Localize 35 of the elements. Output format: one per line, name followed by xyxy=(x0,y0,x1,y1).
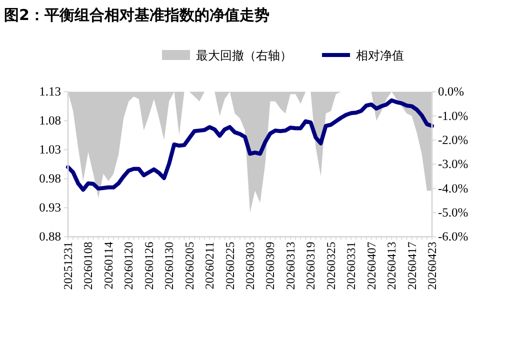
x-tick-label: 20260407 xyxy=(364,242,378,290)
x-tick-label: 20260120 xyxy=(122,242,136,290)
x-tick-label: 20251231 xyxy=(61,242,75,290)
y-tick-label: 0.88 xyxy=(39,230,61,244)
x-tick-label: 20260331 xyxy=(344,242,358,290)
x-tick-label: 20260114 xyxy=(101,242,116,290)
x-tick-label: 20260225 xyxy=(222,242,237,290)
x-tick-label: 20260309 xyxy=(263,242,278,290)
y2-tick-label: -1.0% xyxy=(438,108,468,123)
x-tick-label: 20260423 xyxy=(425,242,439,290)
x-tick-label: 20260126 xyxy=(142,242,156,290)
x-tick-label: 20260313 xyxy=(283,242,298,290)
y-tick-label: 0.98 xyxy=(39,172,61,186)
y-tick-label: 0.93 xyxy=(39,200,61,215)
y2-tick-label: -3.0% xyxy=(438,157,468,172)
y2-tick-label: 0.0% xyxy=(438,84,464,99)
y2-tick-label: -2.0% xyxy=(438,133,468,148)
legend-label: 相对净值 xyxy=(356,48,404,62)
x-tick-label: 20260108 xyxy=(81,242,96,290)
y-tick-label: 1.08 xyxy=(39,114,61,128)
y2-tick-label: -5.0% xyxy=(438,206,468,220)
x-tick-label: 20260413 xyxy=(384,242,399,290)
y2-tick-label: -6.0% xyxy=(438,230,468,244)
y-tick-label: 1.13 xyxy=(39,84,61,99)
x-tick-label: 20260325 xyxy=(324,242,338,290)
y2-tick-label: -4.0% xyxy=(438,181,468,196)
x-tick-label: 20260417 xyxy=(404,242,419,290)
y-tick-label: 1.03 xyxy=(39,142,61,157)
x-tick-label: 20260205 xyxy=(182,242,196,290)
chart-title: 图2：平衡组合相对基准指数的净值走势 xyxy=(4,6,270,24)
x-tick-label: 20260130 xyxy=(162,242,176,290)
x-tick-label: 20260303 xyxy=(243,242,257,290)
x-tick-label: 20260319 xyxy=(304,242,318,290)
x-tick-label: 20260211 xyxy=(202,242,217,290)
legend-label: 最大回撤（右轴） xyxy=(196,48,292,62)
